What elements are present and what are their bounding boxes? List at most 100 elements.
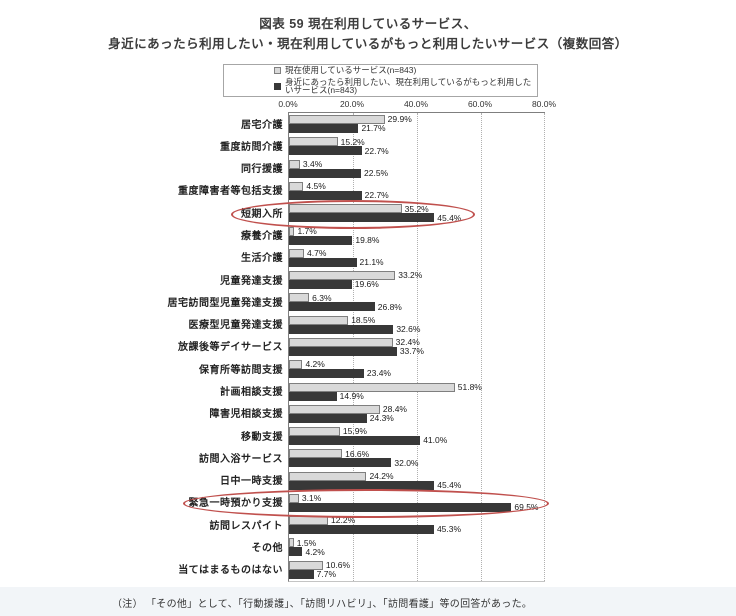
value-label: 32.6% <box>396 323 421 334</box>
bar-chart-plot: 29.9% 21.7% 15.2% 22.7% 3.4% 22.5% 4.5% 22.7% 35… <box>288 112 545 582</box>
legend-swatch-desired <box>274 82 281 90</box>
bar-group: 16.6% 32.0% <box>289 447 545 469</box>
bar-row: 7.7% <box>289 569 545 579</box>
x-axis: 0.0% 20.0% 40.0% 60.0% 80.0% <box>0 98 736 110</box>
bar-row: 4.2% <box>289 359 545 370</box>
bar-row: 1.5% <box>289 538 545 548</box>
value-label: 45.4% <box>437 479 462 490</box>
bar-desired <box>289 257 357 267</box>
bar-row: 18.5% <box>289 315 545 325</box>
bar-desired <box>289 346 397 356</box>
category-label: 居宅訪問型児童発達支援 <box>167 297 283 309</box>
gridline <box>481 113 482 581</box>
value-label: 45.4% <box>437 212 462 223</box>
value-label: 14.9% <box>339 390 364 401</box>
value-label: 21.7% <box>361 123 386 134</box>
value-label: 16.6% <box>345 448 370 459</box>
value-label: 1.7% <box>297 225 317 236</box>
bar-row: 22.5% <box>289 168 545 178</box>
legend-item-current: 現在使用しているサービス(n=843) <box>274 66 537 75</box>
category-label: 障害児相談支援 <box>209 409 283 421</box>
value-label: 69.5% <box>514 502 539 513</box>
bar-row: 19.6% <box>289 280 545 290</box>
bar-current <box>289 404 380 414</box>
category-label: 計画相談支援 <box>220 387 283 399</box>
category-label: その他 <box>251 542 283 554</box>
bar-current <box>289 248 305 258</box>
bar-row: 1.7% <box>289 225 545 236</box>
bar-desired <box>289 369 364 379</box>
bar-current <box>289 427 340 437</box>
bar-desired <box>289 124 359 134</box>
bar-row: 3.1% <box>289 493 545 503</box>
value-label: 23.4% <box>366 368 391 379</box>
bar-row: 28.4% <box>289 404 545 415</box>
category-labels: 居宅介護 重度訪問介護 同行援護 重度障害者等包括支援 短期入所 療養介護 生活介護 児童発達… <box>5 112 283 580</box>
bar-current <box>289 516 329 526</box>
x-axis-tick: 80.0% <box>531 99 557 109</box>
value-label: 26.8% <box>377 301 402 312</box>
bar-desired <box>289 324 394 334</box>
bar-row: 3.4% <box>289 159 545 169</box>
bar-desired <box>289 547 303 557</box>
value-label: 19.8% <box>355 234 380 245</box>
bar-row: 32.0% <box>289 458 545 468</box>
bar-group: 24.2% 45.4% <box>289 470 545 492</box>
bar-current <box>289 538 294 548</box>
value-label: 35.2% <box>404 203 429 214</box>
bar-row: 26.8% <box>289 301 545 312</box>
bar-current <box>289 204 402 214</box>
bar-row: 45.3% <box>289 524 545 535</box>
category-label: 訪問入浴サービス <box>199 453 283 465</box>
bar-current <box>289 337 393 347</box>
bar-current <box>289 360 303 370</box>
bar-current <box>289 115 385 125</box>
gridline <box>417 113 418 581</box>
bar-desired <box>289 480 435 490</box>
value-label: 4.2% <box>305 359 325 370</box>
value-label: 41.0% <box>423 435 448 446</box>
bar-group: 1.5% 4.2% <box>289 536 545 558</box>
value-label: 28.4% <box>382 404 407 415</box>
bar-row: 12.2% <box>289 516 545 526</box>
value-label: 22.7% <box>364 190 389 201</box>
value-label: 32.4% <box>395 337 420 348</box>
bar-desired <box>289 413 367 423</box>
bar-desired <box>289 436 421 446</box>
bar-row: 45.4% <box>289 212 545 223</box>
bar-row: 41.0% <box>289 435 545 446</box>
value-label: 10.6% <box>325 560 351 571</box>
value-label: 4.2% <box>305 546 325 557</box>
bar-row: 32.6% <box>289 323 545 334</box>
bar-desired <box>289 502 512 512</box>
bar-row: 10.6% <box>289 560 545 571</box>
value-label: 29.9% <box>387 114 412 125</box>
bar-row: 4.7% <box>289 248 545 259</box>
category-label: 重度障害者等包括支援 <box>178 186 283 198</box>
legend-label-desired: 身近にあったら利用したい、現在利用しているがもっと利用したいサービス(n=843… <box>285 76 532 96</box>
value-label: 6.3% <box>312 292 332 303</box>
bar-desired <box>289 302 375 312</box>
value-label: 33.7% <box>399 346 424 357</box>
bar-row: 32.4% <box>289 337 545 348</box>
bar-group: 29.9% 21.7% <box>289 113 545 135</box>
value-label: 24.2% <box>369 470 394 481</box>
category-label: 生活介護 <box>241 253 283 265</box>
bar-current <box>289 226 295 236</box>
bar-group: 3.1% 69.5% <box>289 492 545 514</box>
bar-group: 10.6% 7.7% <box>289 559 545 581</box>
category-label: 保育所等訪問支援 <box>199 364 283 376</box>
bar-current <box>289 159 300 169</box>
footnote-band <box>0 587 736 616</box>
value-label: 4.7% <box>307 248 327 259</box>
value-label: 45.3% <box>436 524 462 535</box>
bar-group: 6.3% 26.8% <box>289 291 545 313</box>
bar-group: 18.5% 32.6% <box>289 314 545 336</box>
legend-label-current: 現在使用しているサービス(n=843) <box>285 65 417 76</box>
bar-row: 33.2% <box>289 271 545 281</box>
legend: 現在使用しているサービス(n=843) 身近にあったら利用したい、現在利用してい… <box>223 64 538 97</box>
bar-group: 4.5% 22.7% <box>289 180 545 202</box>
value-label: 15.9% <box>342 426 367 437</box>
bar-row: 24.2% <box>289 470 545 481</box>
x-axis-tick: 20.0% <box>339 99 365 109</box>
